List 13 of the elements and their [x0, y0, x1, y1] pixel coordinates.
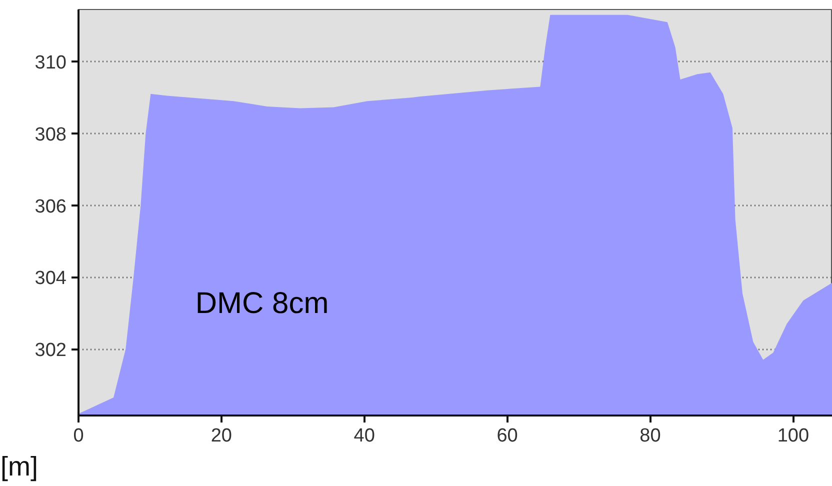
- y-tick-label: 304: [34, 268, 67, 290]
- x-tick-label: 20: [210, 426, 232, 446]
- x-tick-label: 0: [73, 426, 84, 446]
- x-tick-label: 80: [640, 426, 661, 446]
- x-tick-label: 60: [496, 426, 518, 446]
- y-tick-label: 308: [34, 124, 66, 146]
- annotation: DMC 8cm: [195, 287, 329, 320]
- y-tick-label: 302: [34, 340, 66, 362]
- y-tick-label: 306: [34, 196, 66, 218]
- y-tick-label: 310: [34, 52, 66, 74]
- x-tick-label: 100: [777, 426, 810, 446]
- x-tick-label: 40: [354, 426, 375, 446]
- x-axis-title: [m]: [0, 452, 38, 482]
